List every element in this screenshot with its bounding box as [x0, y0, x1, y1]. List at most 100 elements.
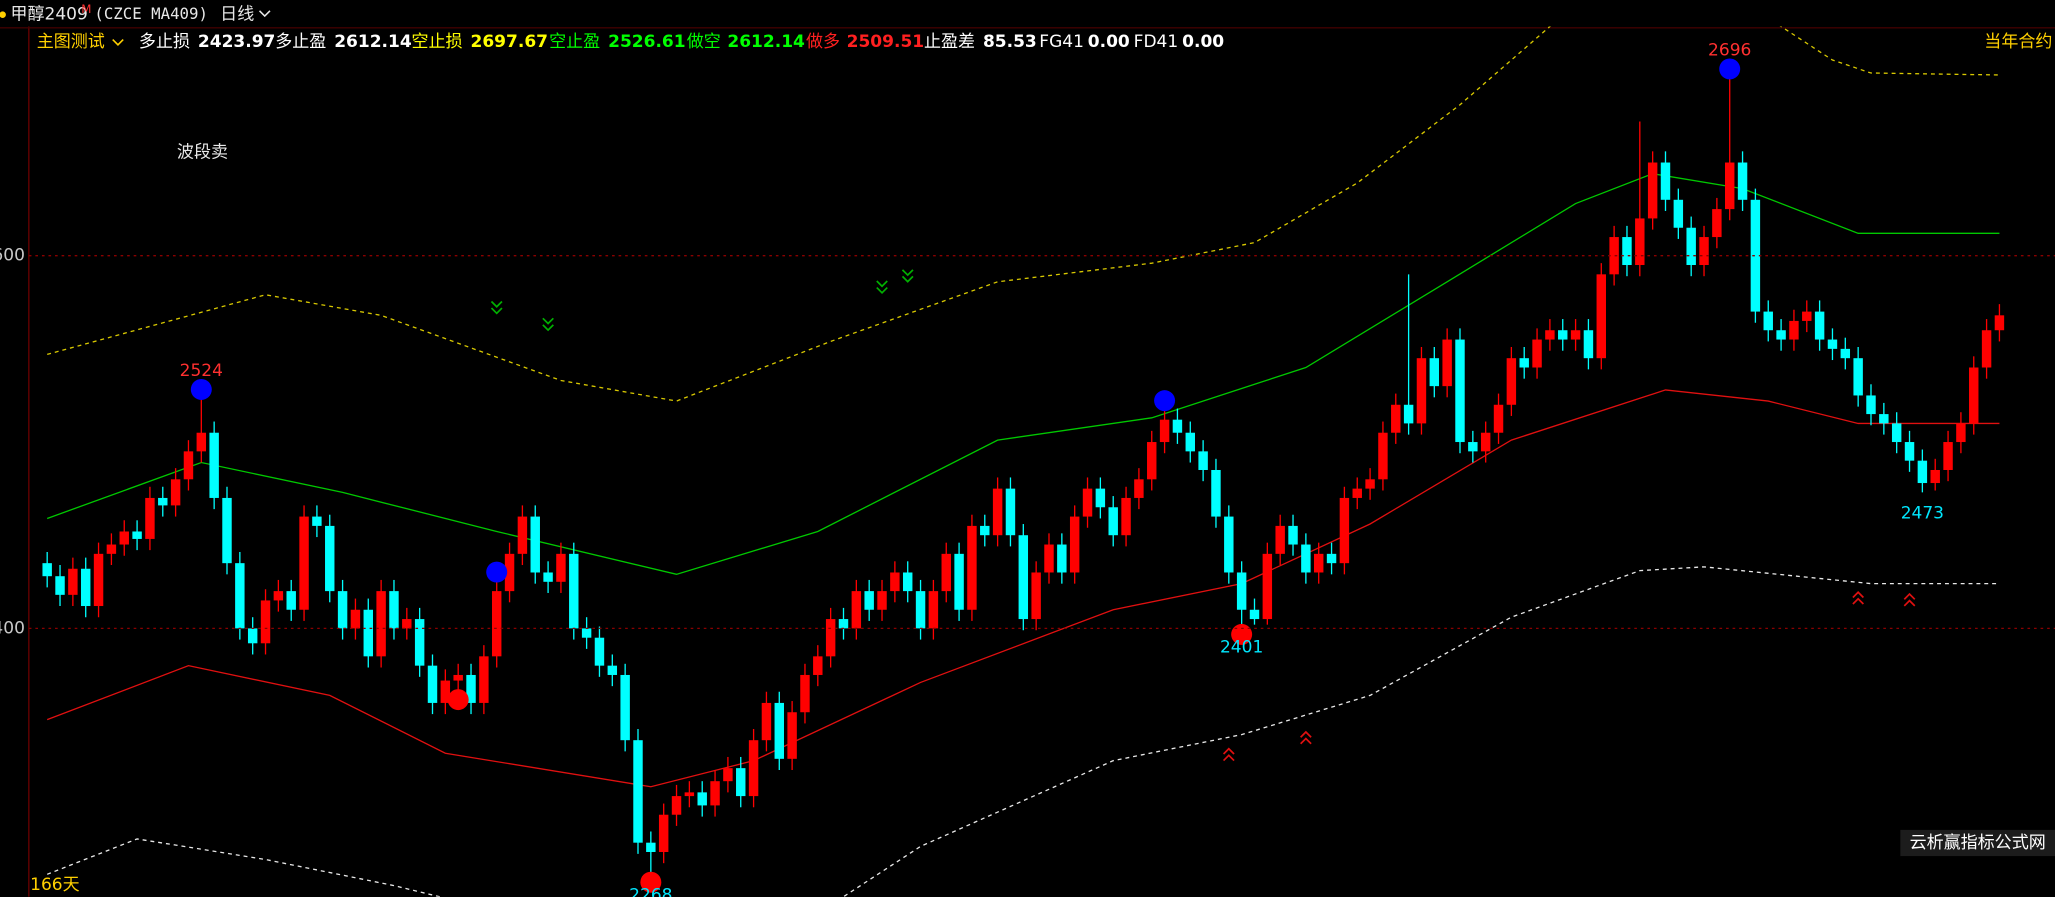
overlay-line	[46, 389, 2000, 788]
candle-body	[1969, 367, 1979, 424]
candle-body	[1686, 227, 1696, 266]
candle-body	[1943, 442, 1953, 470]
candle-body	[556, 553, 566, 582]
candle-body	[1827, 339, 1838, 349]
indicator-value: 0.00	[1182, 32, 1224, 52]
annotation: 波段卖	[177, 142, 228, 162]
candle-body	[491, 591, 502, 657]
indicator-value: 0.00	[1088, 32, 1130, 52]
candle-body	[1853, 358, 1863, 396]
candle-body	[93, 553, 104, 607]
y-tick-label: 600	[0, 246, 25, 266]
candle-body	[247, 628, 258, 644]
contract-code: (CZCE MA409)	[94, 4, 208, 23]
candle-body	[479, 656, 489, 703]
period-selector[interactable]: 日线	[220, 5, 254, 25]
candle-body	[170, 479, 181, 506]
candle-body	[658, 814, 669, 852]
candle-body	[1724, 162, 1735, 210]
candle-body	[80, 568, 91, 607]
candle-body	[145, 497, 155, 539]
candle-body	[684, 792, 695, 797]
sell-signal	[190, 378, 212, 400]
indicator-name: 多止损	[139, 32, 190, 52]
candle-body	[1018, 535, 1029, 620]
dropdown-icon[interactable]	[112, 39, 124, 46]
status-dot	[0, 11, 6, 18]
up-arrow	[1903, 592, 1916, 607]
indicator-name: 止盈差	[924, 32, 975, 52]
candle-body	[1570, 330, 1581, 340]
dropdown-icon[interactable]	[258, 10, 271, 18]
candle-body	[1069, 516, 1080, 573]
indicator-title[interactable]: 主图测试	[37, 32, 105, 52]
indicator-value: 2509.51	[847, 32, 925, 52]
overlay-line	[46, 172, 2000, 575]
candle-body	[68, 568, 78, 595]
plot	[42, 26, 2005, 897]
candle-body	[1236, 572, 1247, 610]
candle-body	[1172, 419, 1183, 433]
candle-body	[581, 628, 592, 638]
candle-body	[42, 563, 52, 577]
candle-body	[1057, 544, 1067, 573]
candle-body	[1558, 330, 1568, 340]
candle-body	[633, 740, 643, 843]
candle-body	[1159, 419, 1170, 443]
candle-body	[671, 796, 682, 815]
candle-body	[1917, 460, 1928, 484]
up-arrow	[1222, 747, 1235, 762]
day-count: 166天	[30, 875, 80, 895]
candle-body	[517, 516, 528, 554]
candle-body	[260, 600, 271, 644]
candle-body	[1339, 497, 1350, 564]
candle-body	[1198, 451, 1208, 470]
candle-body	[1378, 432, 1388, 480]
buy-signal	[640, 871, 662, 893]
candle-body	[1789, 320, 1799, 340]
candle-body	[1185, 432, 1195, 452]
candle-body	[748, 740, 759, 797]
candle-body	[825, 619, 836, 657]
down-arrow	[542, 317, 554, 332]
candle-body	[337, 591, 348, 629]
candle-body	[183, 451, 194, 480]
candle-body	[1391, 404, 1401, 433]
candle-body	[1480, 432, 1491, 452]
watermark: 云析赢指标公式网	[1910, 833, 2046, 853]
indicator-name: FD41	[1134, 32, 1179, 52]
low-label: 2401	[1220, 637, 1263, 657]
candle-body	[954, 553, 964, 610]
candle-body	[607, 665, 618, 675]
candle-body	[1891, 423, 1902, 443]
candle-body	[350, 609, 361, 629]
candle-body	[838, 619, 849, 629]
candle-body	[1301, 544, 1311, 573]
watermark-bg	[1900, 829, 2055, 857]
candle-body	[427, 665, 438, 703]
candle-body	[1699, 237, 1709, 266]
candle-body	[774, 702, 784, 759]
candle-body	[363, 609, 373, 657]
candle-body	[132, 531, 142, 539]
candle-body	[1956, 423, 1966, 443]
candle-body	[902, 572, 913, 592]
candle-body	[119, 531, 129, 545]
indicator-value: 2526.61	[608, 32, 686, 52]
candle-body	[1930, 469, 1940, 484]
candle-body	[1840, 348, 1851, 359]
sell-signal	[486, 561, 508, 583]
candle-body	[1313, 553, 1324, 573]
candle-body	[1403, 404, 1414, 424]
candle-body	[736, 768, 746, 797]
candle-body	[1609, 237, 1619, 275]
candle-body	[158, 497, 168, 506]
candle-body	[928, 591, 939, 629]
overlay-line	[47, 26, 2000, 402]
candle-body	[389, 591, 399, 629]
candle-body	[1776, 330, 1786, 340]
candle-body	[980, 525, 990, 536]
candle-body	[1596, 274, 1606, 359]
indicator-value: 85.53	[983, 32, 1037, 52]
